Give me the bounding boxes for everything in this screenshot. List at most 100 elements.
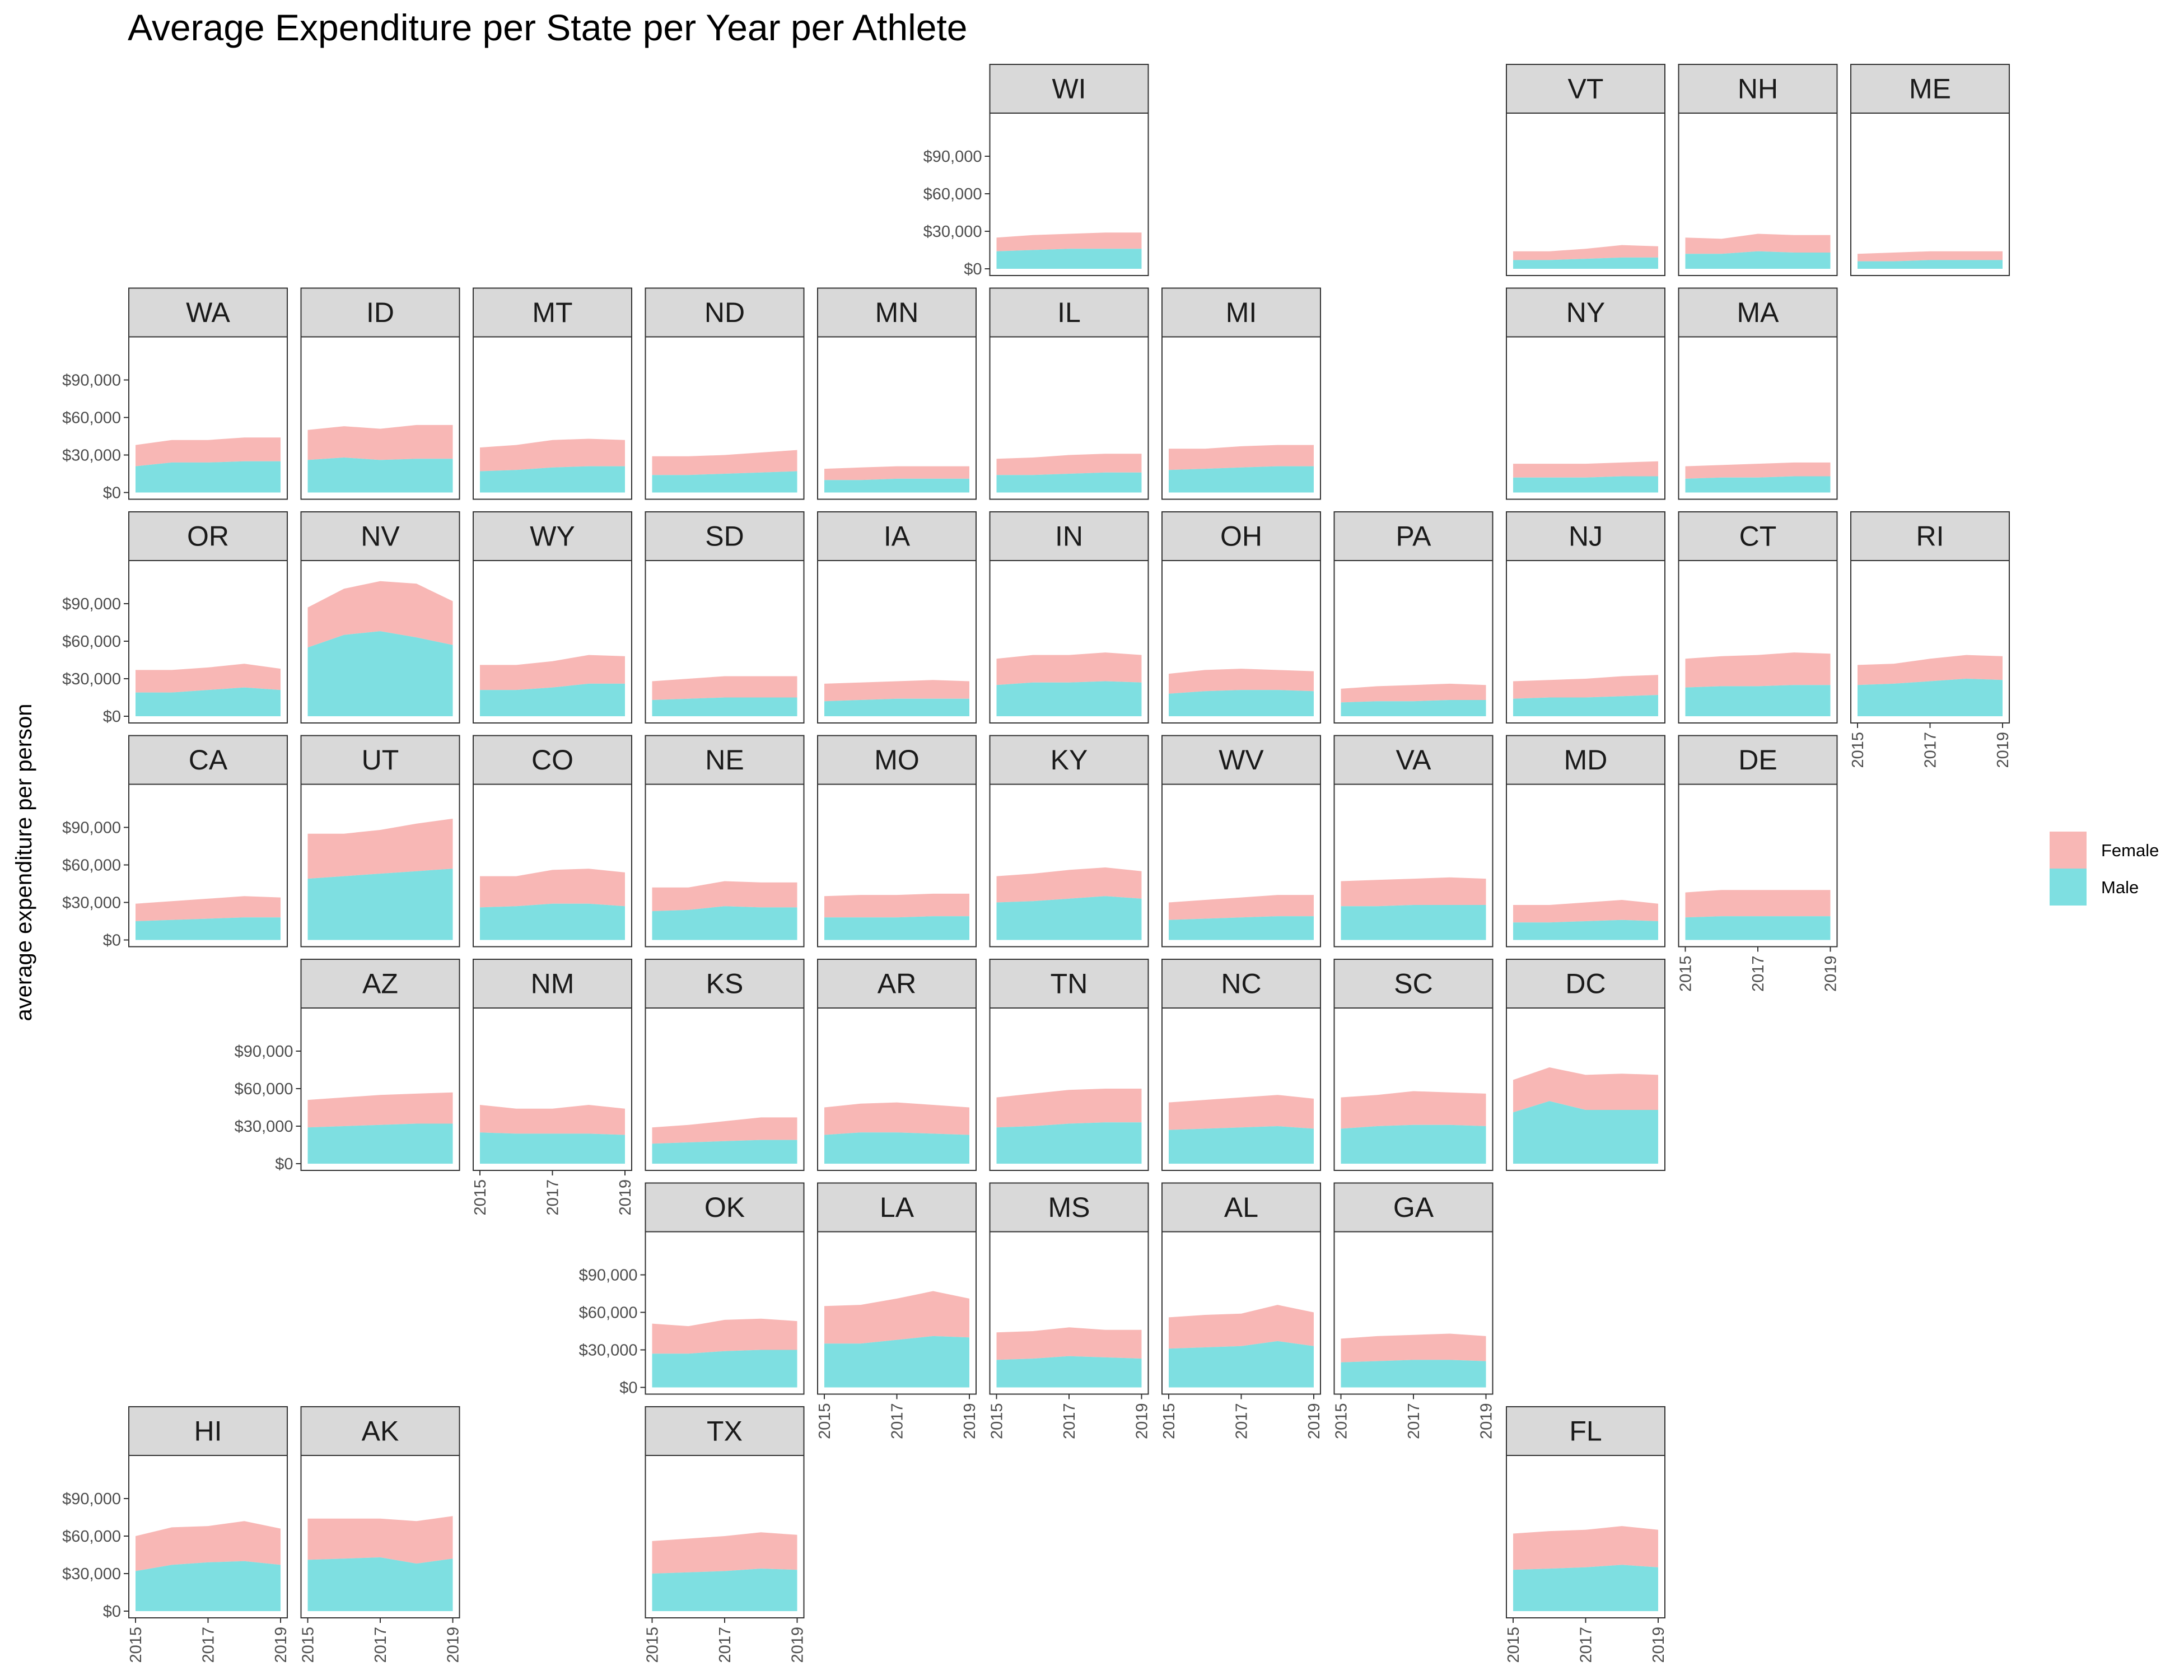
panel-strip: [300, 1406, 460, 1456]
panel-strip: [1850, 511, 2010, 561]
panel-state-label: MD: [1564, 744, 1608, 776]
area-male: [1341, 700, 1486, 716]
y-tick-label: $60,000: [62, 857, 121, 875]
panel-state-label: OH: [1220, 521, 1262, 552]
area-female: [307, 818, 453, 879]
panel-or: OR $0 $30,000 $60,000 $90,000: [62, 511, 288, 726]
panel-strip: [1850, 64, 2010, 114]
area-male: [480, 683, 625, 716]
y-tick-label: $0: [103, 484, 121, 502]
x-tick-label: 2019: [617, 1179, 634, 1216]
area-male: [652, 471, 797, 493]
area-male: [1513, 257, 1658, 269]
area-female: [652, 1318, 797, 1354]
panel-wa: WA $0 $30,000 $60,000 $90,000: [62, 287, 288, 502]
panel-mo: MO: [817, 735, 977, 948]
area-female: [652, 1532, 797, 1574]
panel-strip: [300, 511, 460, 561]
x-tick-label: 2015: [1505, 1627, 1523, 1663]
area-male: [1685, 916, 1831, 940]
area-female: [1513, 461, 1658, 478]
area-female: [136, 1521, 281, 1571]
panel-ca: CA $0 $30,000 $60,000 $90,000: [62, 735, 288, 950]
panel-strip: [645, 1406, 805, 1456]
y-tick-label: $0: [103, 708, 121, 726]
area-male: [1513, 476, 1658, 493]
area-male: [996, 681, 1142, 716]
panel-vt: VT: [1506, 64, 1665, 276]
panel-state-label: NJ: [1569, 521, 1603, 552]
panel-state-label: HI: [194, 1416, 222, 1447]
panel-strip: [989, 735, 1149, 785]
area-female: [996, 1089, 1142, 1128]
panel-state-label: VA: [1396, 744, 1432, 776]
area-male: [824, 478, 969, 493]
panel-nd: ND: [645, 287, 805, 500]
area-female: [1513, 245, 1658, 260]
panel-state-label: NH: [1738, 73, 1778, 105]
panel-strip: [473, 735, 632, 785]
panel-strip: [1506, 511, 1665, 561]
area-female: [1685, 234, 1831, 254]
panel-strip: [989, 959, 1149, 1009]
panel-state-label: NM: [531, 968, 575, 1000]
x-tick-label: 2017: [1749, 956, 1767, 992]
panel-md: MD: [1506, 735, 1665, 948]
panel-de: DE 2015 2017 2019: [1677, 735, 1840, 992]
panel-strip: [817, 511, 977, 561]
area-male: [136, 917, 281, 940]
area-female: [480, 1105, 625, 1135]
panel-ak: AK 2015 2017 2019: [300, 1406, 463, 1663]
area-female: [824, 893, 969, 918]
area-male: [1341, 1124, 1486, 1164]
area-male: [480, 1132, 625, 1164]
panel-strip: [473, 287, 632, 338]
area-female: [136, 664, 281, 693]
legend-label-female: Female: [2101, 841, 2159, 860]
x-tick-label: 2017: [889, 1403, 907, 1440]
area-female: [1858, 655, 2003, 685]
panel-strip: [128, 735, 288, 785]
area-male: [307, 458, 453, 493]
x-tick-label: 2019: [961, 1403, 979, 1440]
panel-ia: IA: [817, 511, 977, 724]
legend-key-female: [2050, 832, 2087, 869]
panel-me: ME: [1850, 64, 2010, 276]
area-male: [1513, 1565, 1658, 1611]
panel-sd: SD: [645, 511, 805, 724]
y-tick-label: $90,000: [579, 1267, 638, 1285]
area-female: [1169, 1305, 1314, 1349]
x-tick-label: 2019: [1478, 1403, 1496, 1440]
y-tick-label: $30,000: [62, 894, 121, 912]
panel-ri: RI 2015 2017 2019: [1849, 511, 2012, 768]
y-tick-label: $90,000: [62, 595, 121, 613]
x-tick-label: 2015: [300, 1627, 318, 1663]
panel-oh: OH: [1161, 511, 1321, 724]
panel-state-label: CA: [189, 744, 228, 776]
x-tick-label: 2019: [1305, 1403, 1323, 1440]
panel-mn: MN: [817, 287, 977, 500]
panel-strip: [1161, 511, 1321, 561]
area-female: [996, 1327, 1142, 1360]
panel-state-label: NY: [1566, 297, 1605, 328]
area-male: [824, 1336, 969, 1388]
area-female: [996, 454, 1142, 475]
area-female: [824, 1102, 969, 1135]
panel-tx: TX 2015 2017 2019: [644, 1406, 807, 1663]
area-female: [996, 232, 1142, 251]
area-female: [1513, 900, 1658, 923]
panel-strip: [1333, 735, 1494, 785]
x-tick-label: 2017: [1922, 732, 1940, 768]
area-female: [652, 881, 797, 912]
y-tick-label: $0: [103, 1603, 121, 1621]
area-female: [307, 424, 453, 460]
panel-strip: [1678, 511, 1838, 561]
panel-ok: OK $0 $30,000 $60,000 $90,000: [579, 1182, 805, 1397]
y-tick-label: $60,000: [62, 633, 121, 651]
area-male: [480, 903, 625, 940]
area-male: [480, 466, 625, 493]
area-female: [1169, 1095, 1314, 1130]
panel-strip: [300, 287, 460, 338]
area-female: [480, 655, 625, 690]
panel-state-label: AK: [362, 1416, 399, 1447]
